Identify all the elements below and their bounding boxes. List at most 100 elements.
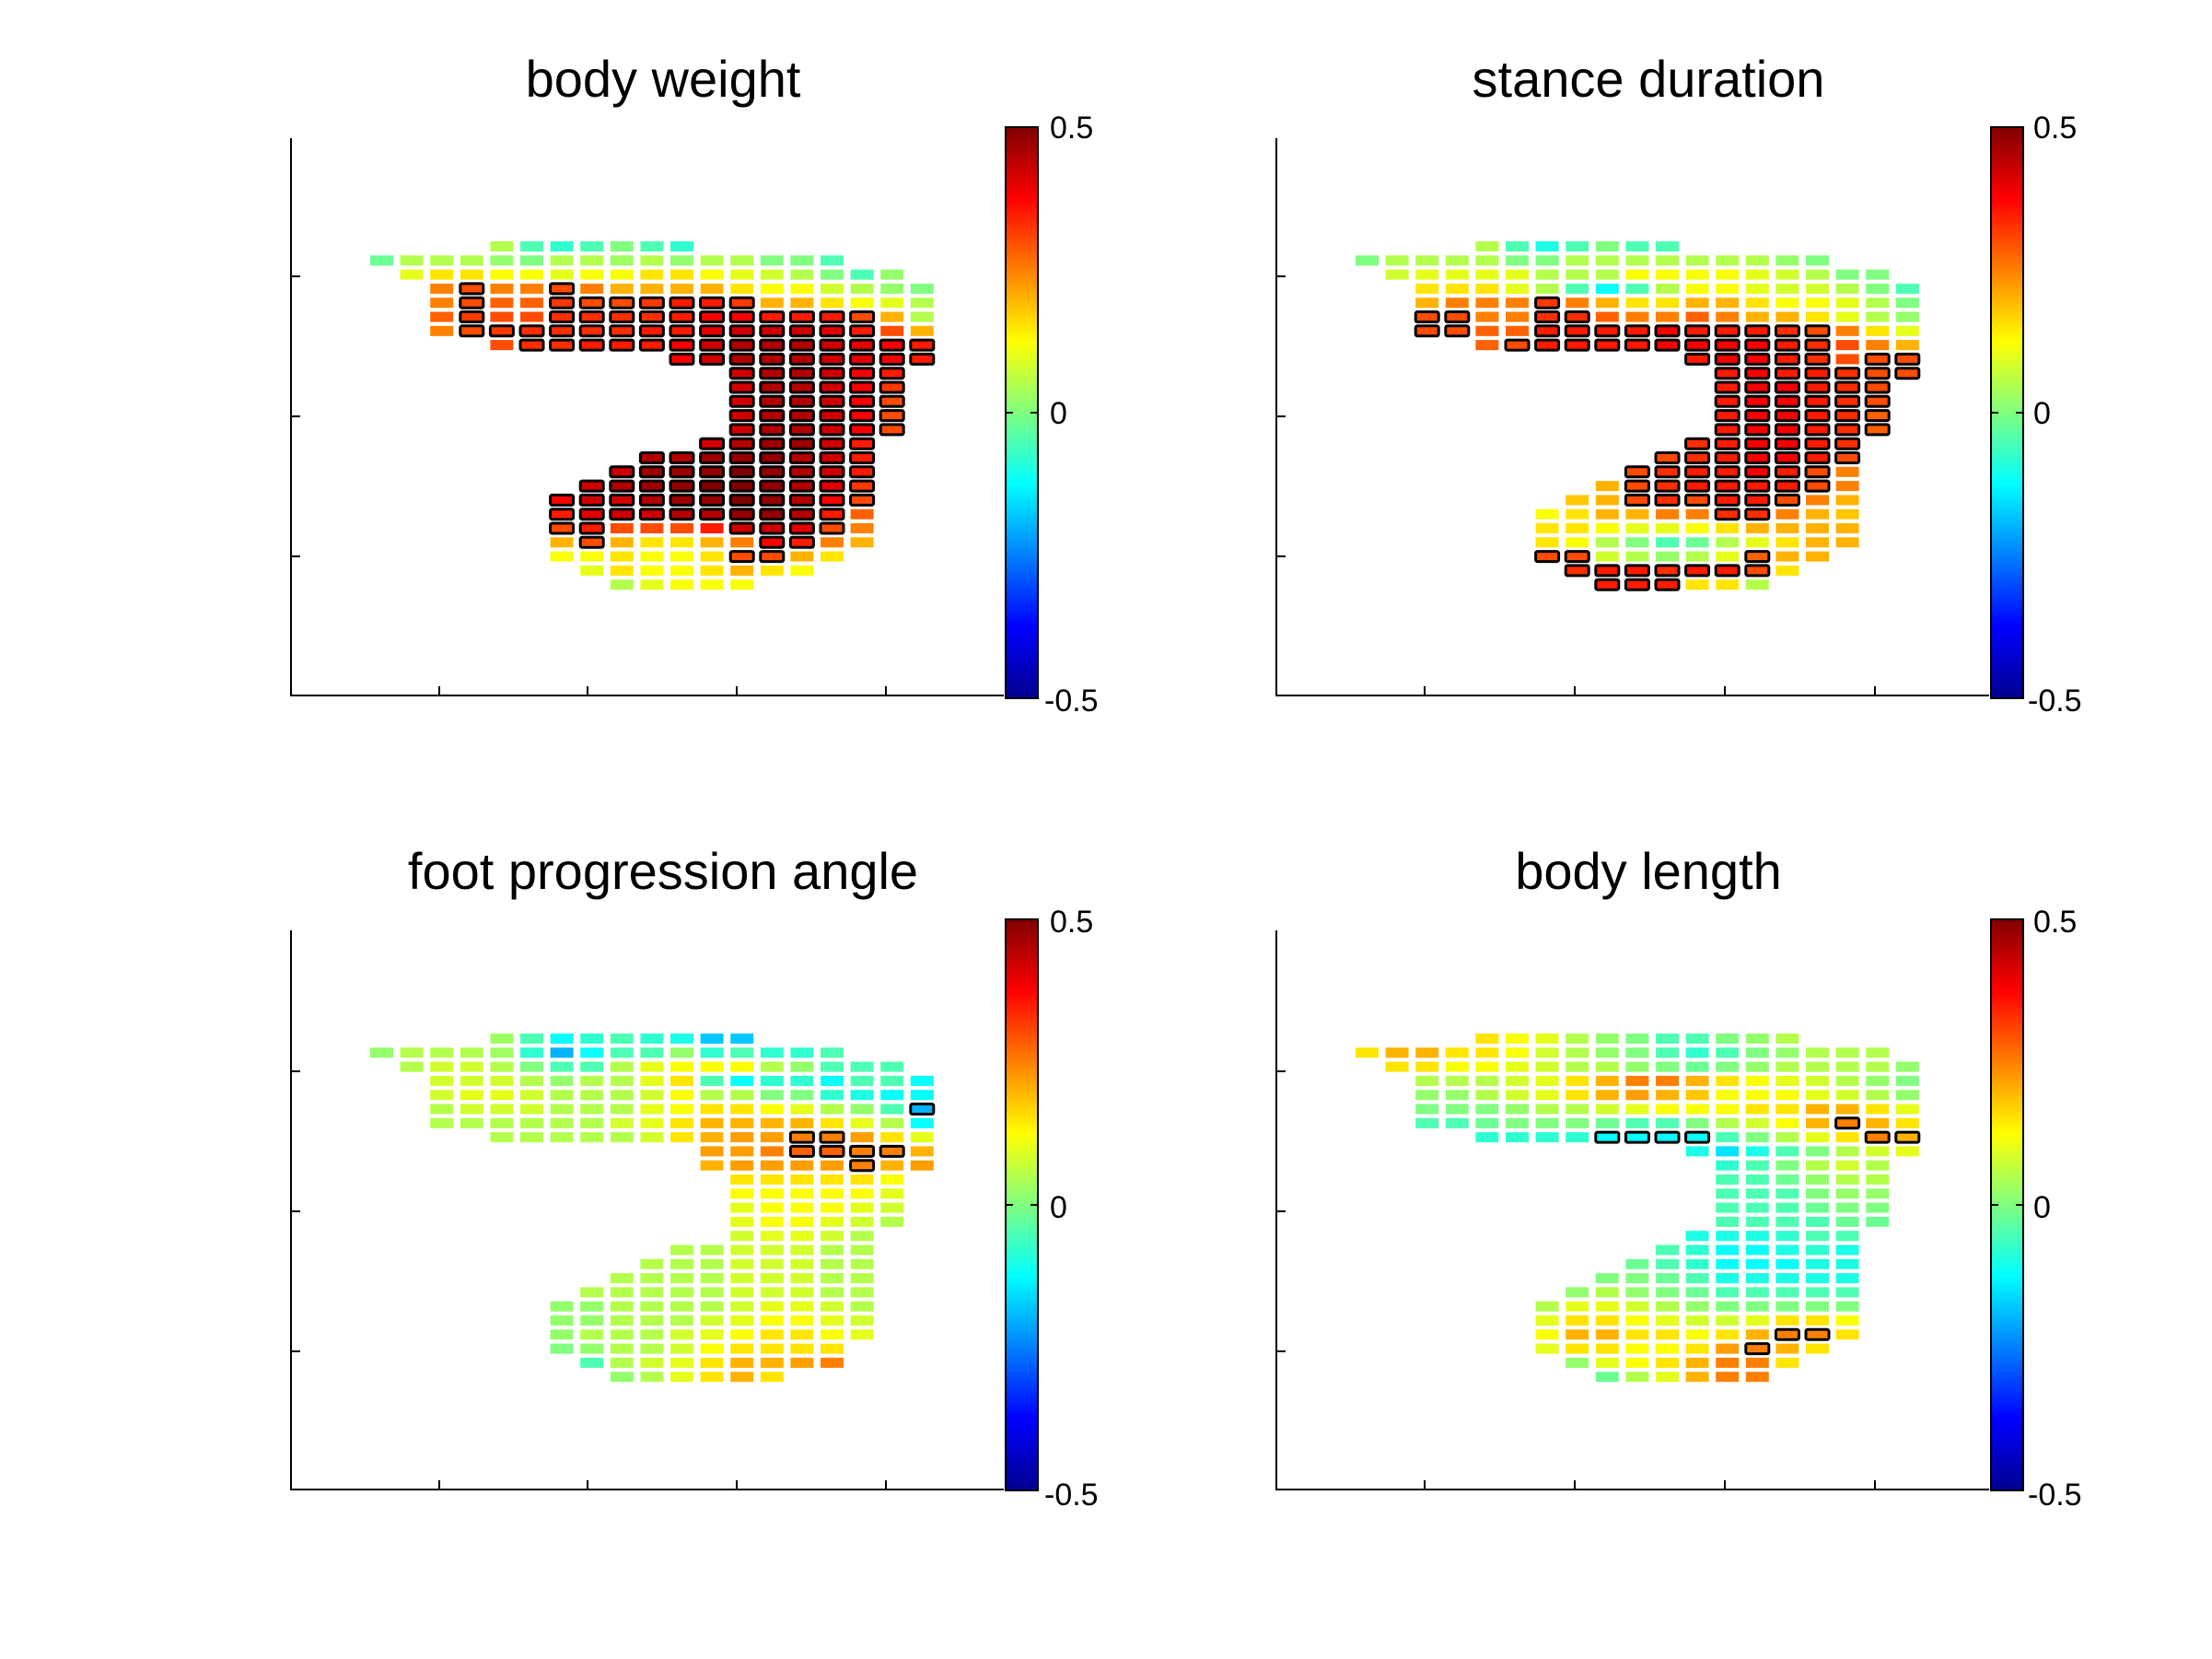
heatmap-cell [760,1329,784,1340]
heatmap-cell [1835,354,1859,365]
heatmap-cell [1866,325,1890,336]
heatmap-cell [880,311,904,322]
heatmap-cell [910,1146,934,1157]
heatmap-cell-significant [1714,493,1740,507]
heatmap-cell-significant [638,451,665,464]
heatmap-cell [490,1090,514,1101]
heatmap-cell [1745,1174,1769,1185]
heatmap-cell [1415,1061,1439,1072]
heatmap-cell [850,1132,874,1143]
heatmap-cell [1895,340,1919,351]
heatmap-cell [1866,283,1890,294]
heatmap-cell [1835,1287,1859,1298]
heatmap-cell [700,1258,724,1269]
heatmap-cell [1685,1372,1709,1383]
heatmap-cell-significant [1414,310,1440,323]
heatmap-cell-significant [1624,479,1650,493]
heatmap-cell [1685,255,1709,266]
heatmap-cell [1445,269,1469,280]
heatmap-cell [790,1160,814,1171]
heatmap-cell [640,1315,664,1326]
heatmap-cell [910,283,934,294]
heatmap-cell [520,1061,543,1072]
heatmap-cell [1656,1075,1679,1086]
heatmap-cell [1415,1117,1439,1128]
heatmap-cell [1835,495,1859,506]
heatmap-cell [1385,269,1409,280]
heatmap-cell [1775,1075,1799,1086]
heatmap-cell [1656,1273,1679,1284]
heatmap-cell-significant [759,338,786,352]
heatmap-cell-significant [1624,338,1650,352]
heatmap-cell-significant [909,338,936,352]
heatmap-cell-significant [549,324,576,338]
heatmap-cell-significant [759,535,786,549]
heatmap-cell [1475,325,1499,336]
heatmap-cell [880,1188,904,1199]
heatmap-cell [700,1132,724,1143]
heatmap-cell [730,1188,754,1199]
heatmap-cell [670,1372,693,1383]
heatmap-cell-significant [728,465,755,479]
heatmap-cell [760,1287,784,1298]
heatmap-cell [1625,255,1649,266]
heatmap-cell [1625,1117,1649,1128]
heatmap-cell [1835,1047,1859,1058]
heatmap-cell [1835,1216,1859,1227]
heatmap-cell-significant [788,338,815,352]
axis-lines [290,930,1004,1490]
heatmap-cell [610,537,634,548]
heatmap-cell [1625,1287,1649,1298]
heatmap-cell [790,1188,814,1199]
heatmap-cell [1806,523,1829,533]
heatmap-cell [550,1315,574,1326]
heatmap-cell-significant [1744,465,1771,479]
heatmap-cell [490,1104,514,1115]
heatmap-cell [1445,1090,1469,1101]
heatmap-cell [430,298,454,309]
heatmap-cell-significant [1804,479,1831,493]
heatmap-cell [1595,283,1619,294]
heatmap-cell-significant [1714,564,1740,578]
heatmap-cell-significant [849,352,876,366]
heatmap-cell [1625,311,1649,322]
heatmap-cell-significant [788,493,815,507]
heatmap-cell-significant [638,508,665,521]
heatmap-cell [1685,1061,1709,1072]
heatmap-cell [520,241,543,251]
heatmap-cell-significant [1624,324,1650,338]
heatmap-cell-significant [1594,1130,1621,1144]
heatmap-cell [430,1117,454,1128]
heatmap-cell-significant [728,437,755,450]
heatmap-cell [610,255,634,266]
heatmap-cell [640,523,664,533]
heatmap-cell [610,1090,634,1101]
heatmap-cell [1775,523,1799,533]
heatmap-cell [430,269,454,280]
heatmap-cell [1506,298,1529,309]
heatmap-cell [1685,1047,1709,1058]
heatmap-cell [880,325,904,336]
heatmap-cell [1656,1372,1679,1383]
heatmap-cell [1385,1047,1409,1058]
heatmap-cell [730,269,754,280]
heatmap-cell [1625,283,1649,294]
heatmap-cell-significant [728,493,755,507]
heatmap-cell-significant [1624,493,1650,507]
heatmap-cell [850,1244,874,1256]
heatmap-cell [430,1090,454,1101]
heatmap-cell [520,1075,543,1086]
heatmap-cell [1775,1216,1799,1227]
heatmap-cell [1895,283,1919,294]
heatmap-cell-significant [1714,352,1740,366]
heatmap-cell [640,579,664,590]
heatmap-cell [1745,1188,1769,1199]
heatmap-cell [640,1357,664,1368]
axis-lines [290,138,1004,696]
heatmap-cell [850,1273,874,1284]
heatmap-cell-significant [849,437,876,450]
heatmap-cell-significant [849,479,876,493]
heatmap-cell [610,565,634,576]
heatmap-cell [1866,1075,1890,1086]
heatmap-cell-significant [1744,352,1771,366]
